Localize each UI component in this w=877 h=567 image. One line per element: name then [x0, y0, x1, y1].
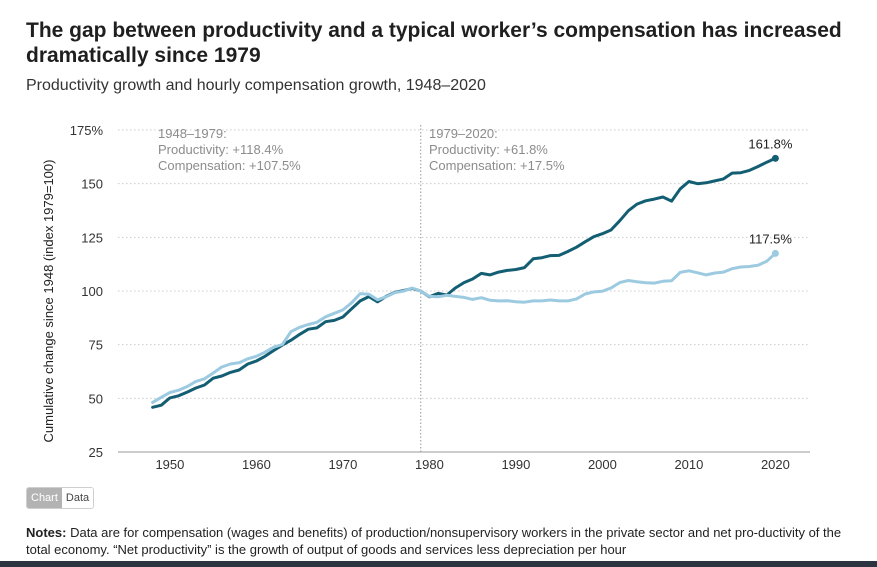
notes-label: Notes: — [26, 525, 67, 540]
line-chart: 25 50 75 100 125 150 175% 1950 1960 1970 1980 1990 2… — [41, 123, 810, 472]
y-tick-label: 50 — [89, 391, 103, 406]
notes: Notes: Data are for compensation (wages … — [26, 524, 846, 558]
label-layer: 1948–1979:Productivity: +118.4%Compensat… — [158, 126, 793, 246]
compensation-end-label: 117.5% — [749, 231, 793, 246]
grid-layer — [118, 125, 810, 452]
annotation-line: Compensation: +17.5% — [429, 158, 565, 173]
bottom-bar — [0, 561, 877, 567]
annotation-line: Productivity: +61.8% — [429, 142, 548, 157]
productivity-line — [151, 156, 777, 409]
period-annotation: 1979–2020:Productivity: +61.8%Compensati… — [429, 126, 565, 173]
annotation-line: 1948–1979: — [158, 126, 227, 141]
series-layer — [151, 154, 779, 409]
productivity-end-point — [771, 154, 779, 162]
x-tick-label: 1950 — [155, 457, 184, 472]
annotation-line: Productivity: +118.4% — [158, 142, 284, 157]
y-tick-label: 75 — [89, 338, 103, 353]
y-axis-label: Cumulative change since 1948 (index 1979… — [41, 160, 56, 443]
x-tick-label: 1980 — [415, 457, 444, 472]
x-tick-label: 2020 — [761, 457, 790, 472]
y-tick-label: 100 — [81, 284, 103, 299]
chart-title: The gap between productivity and a typic… — [26, 19, 842, 67]
y-tick-label: 25 — [89, 445, 103, 460]
x-tick-label: 2000 — [588, 457, 617, 472]
x-tick-label: 2010 — [674, 457, 703, 472]
data-tab[interactable]: Data — [61, 488, 94, 508]
x-tick-label: 1960 — [242, 457, 271, 472]
annotation-line: 1979–2020: — [429, 126, 498, 141]
y-tick-label: 125 — [81, 230, 103, 245]
y-tick-label: 175% — [70, 123, 104, 138]
y-tick-label: 150 — [81, 177, 103, 192]
compensation-line — [151, 251, 777, 404]
annotation-line: Compensation: +107.5% — [158, 158, 301, 173]
axis-layer: 25 50 75 100 125 150 175% 1950 1960 1970 1980 1990 2… — [41, 123, 810, 472]
chart-tab[interactable]: Chart — [27, 488, 62, 508]
view-toggle[interactable]: Chart Data — [26, 487, 95, 509]
compensation-end-point — [771, 249, 779, 257]
chart-subtitle: Productivity growth and hourly compensat… — [26, 77, 486, 94]
productivity-end-label: 161.8% — [748, 136, 793, 151]
x-tick-label: 1990 — [501, 457, 530, 472]
notes-text: Data are for compensation (wages and ben… — [26, 525, 842, 557]
period-annotation: 1948–1979:Productivity: +118.4%Compensat… — [158, 126, 301, 173]
x-tick-label: 1970 — [328, 457, 357, 472]
